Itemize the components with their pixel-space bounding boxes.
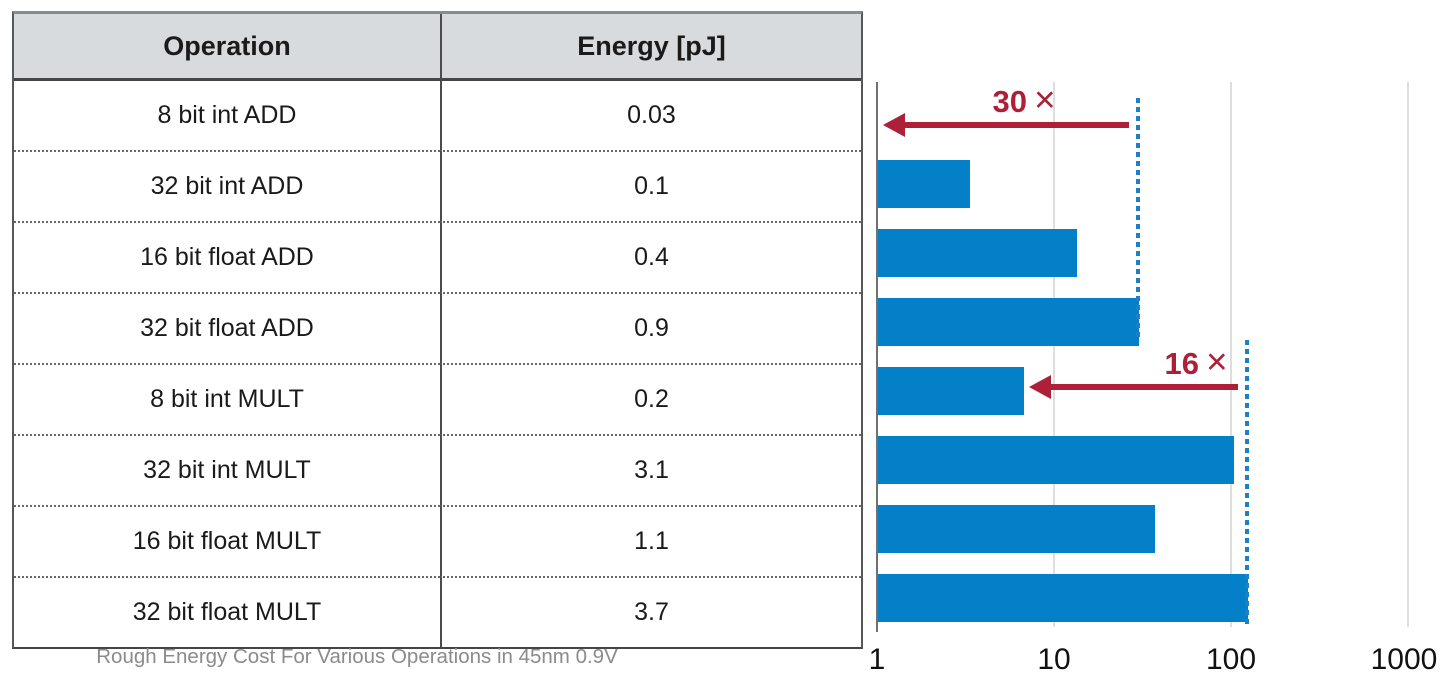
multiplication-sign-icon: × — [1033, 79, 1056, 120]
bar — [878, 229, 1077, 277]
table-row-energy: 0.9 — [440, 292, 861, 363]
reduction-arrow-head-icon — [883, 113, 905, 137]
table-row-operation: 32 bit int MULT — [14, 434, 440, 505]
x-tick-label: 1 — [868, 643, 886, 676]
table-row-energy: 0.1 — [440, 150, 861, 221]
table-row-energy: 0.03 — [440, 81, 861, 150]
annotation-label-16x: 16 × — [1116, 341, 1276, 382]
chart-gridline — [1053, 82, 1055, 627]
table-row-energy: 3.1 — [440, 434, 861, 505]
table-row-operation: 32 bit float ADD — [14, 292, 440, 363]
bar — [878, 505, 1155, 553]
table-row-operation: 32 bit float MULT — [14, 576, 440, 647]
annotation-label-30x: 30 × — [944, 79, 1104, 120]
x-tick-label: 1000 — [1370, 643, 1438, 676]
table-row-energy: 3.7 — [440, 576, 861, 647]
column-header-operation: Operation — [14, 14, 440, 81]
multiplication-sign-icon: × — [1205, 341, 1228, 382]
table-row-energy: 0.4 — [440, 221, 861, 292]
reference-dotted-line-16x — [1245, 340, 1250, 625]
bar — [878, 574, 1248, 622]
chart-gridline — [1407, 82, 1409, 627]
x-tick-label: 10 — [1037, 643, 1071, 676]
table-row-operation: 16 bit float ADD — [14, 221, 440, 292]
bar — [878, 436, 1234, 484]
column-header-energy: Energy [pJ] — [440, 14, 861, 81]
table-row-operation: 8 bit int ADD — [157, 101, 297, 129]
x-tick-label: 100 — [1205, 643, 1257, 676]
energy-table: Operation Energy [pJ] 8 bit int ADD 0.03 3… — [12, 11, 863, 649]
table-caption: Rough Energy Cost For Various Operations… — [96, 645, 618, 668]
bar — [878, 160, 970, 208]
table-row-operation: 32 bit int ADD — [14, 150, 440, 221]
reduction-arrow-line-30x — [903, 122, 1130, 128]
table-row-operation: 8 bit int MULT — [14, 363, 440, 434]
chart-axis-line — [876, 82, 878, 632]
bar — [878, 298, 1139, 346]
reference-dotted-line-30x — [1136, 98, 1141, 338]
reduction-arrow-line-16x — [1049, 384, 1239, 390]
annotation-factor: 16 — [1164, 345, 1199, 381]
table-row-operation: 16 bit float MULT — [14, 505, 440, 576]
table-row-energy: 0.2 — [440, 363, 861, 434]
bar — [878, 367, 1024, 415]
annotation-factor: 30 — [992, 83, 1027, 119]
chart-gridline — [1230, 82, 1232, 627]
table-row-energy: 1.1 — [440, 505, 861, 576]
reduction-arrow-head-icon — [1029, 375, 1052, 399]
